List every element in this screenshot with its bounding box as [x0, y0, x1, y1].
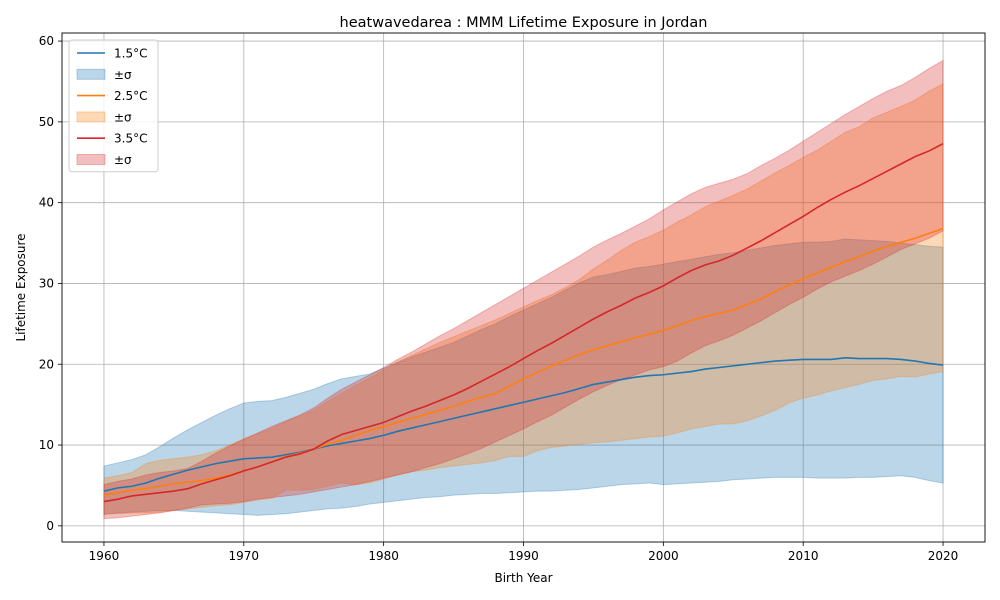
legend-label: ±σ: [114, 110, 132, 124]
x-tick-label: 1990: [508, 549, 539, 563]
x-tick-label: 2010: [788, 549, 819, 563]
y-tick-label: 30: [39, 276, 54, 290]
chart-title: heatwavedarea : MMM Lifetime Exposure in…: [340, 15, 708, 31]
legend-label: 1.5°C: [114, 47, 147, 61]
x-tick-label: 1970: [229, 549, 260, 563]
legend: 1.5°C ±σ 2.5°C ±σ 3.5°C ±σ: [68, 39, 159, 173]
y-tick-label: 20: [39, 357, 54, 371]
legend-label: 2.5°C: [114, 89, 147, 103]
x-tick-label: 2020: [928, 549, 959, 563]
x-axis-ticks: 1960 1970 1980 1990 2000 2010 2020: [89, 542, 959, 563]
x-tick-label: 1980: [368, 549, 399, 563]
x-tick-label: 2000: [648, 549, 679, 563]
y-tick-label: 10: [39, 438, 54, 452]
x-axis-label: Birth Year: [494, 571, 552, 585]
std-bands: [103, 59, 944, 520]
legend-label: ±σ: [114, 68, 132, 82]
std-band: [103, 59, 944, 520]
std-band: [103, 83, 944, 515]
y-axis-label: Lifetime Exposure: [14, 233, 28, 341]
legend-band-swatch: [76, 154, 106, 165]
legend-label: ±σ: [114, 153, 132, 167]
grid: [62, 33, 985, 542]
y-tick-label: 60: [39, 34, 54, 48]
legend-band-swatch: [76, 68, 106, 80]
mean-line: [103, 142, 944, 503]
y-tick-label: 0: [46, 519, 54, 533]
y-tick-label: 40: [39, 196, 54, 210]
legend-band-swatch: [76, 111, 106, 123]
mean-line: [103, 356, 944, 492]
y-axis-ticks: 0 10 20 30 40 50 60: [39, 34, 62, 533]
x-tick-label: 1960: [89, 549, 120, 563]
legend-label: 3.5°C: [114, 132, 147, 146]
y-tick-label: 50: [39, 115, 54, 129]
std-band: [103, 238, 944, 516]
mean-lines: [103, 142, 944, 503]
